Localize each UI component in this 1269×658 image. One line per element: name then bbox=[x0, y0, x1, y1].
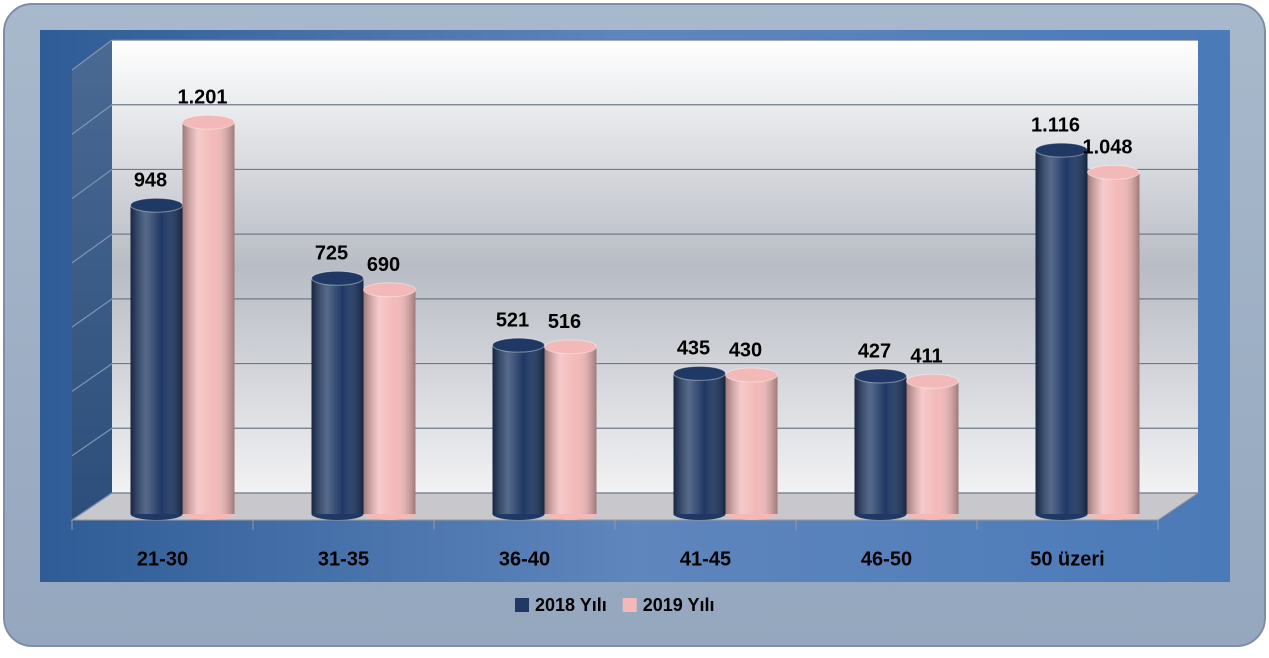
value-label: 427 bbox=[858, 340, 891, 362]
value-label: 516 bbox=[548, 311, 581, 333]
bar-cap bbox=[854, 368, 907, 384]
bar-shade bbox=[130, 205, 183, 515]
bar-cap bbox=[673, 365, 726, 381]
bar-shade bbox=[492, 345, 545, 514]
bar-cap bbox=[544, 339, 597, 355]
side-grid-line bbox=[71, 168, 113, 200]
value-label: 1.201 bbox=[177, 87, 227, 109]
value-label: 1.116 bbox=[1031, 114, 1080, 136]
bar-shade bbox=[906, 381, 959, 514]
bar-shade bbox=[854, 376, 907, 514]
side-grid-line bbox=[71, 492, 113, 521]
value-label: 521 bbox=[496, 309, 529, 331]
legend-label: 2019 Yılı bbox=[643, 595, 715, 615]
bar-cap bbox=[182, 114, 235, 130]
bar-shade bbox=[182, 122, 235, 515]
side-grid-line bbox=[71, 233, 113, 264]
bar-shade bbox=[673, 373, 726, 514]
bar-cap bbox=[130, 197, 183, 213]
side-grid-line bbox=[71, 104, 113, 135]
value-label: 430 bbox=[729, 339, 762, 361]
bar-shade bbox=[1087, 172, 1140, 515]
bar-shade bbox=[1035, 150, 1088, 514]
bar-cap bbox=[1035, 142, 1088, 158]
x-tick-label: 50 üzeri bbox=[1030, 548, 1104, 570]
value-label: 948 bbox=[134, 169, 167, 191]
bar-cap bbox=[492, 337, 545, 353]
x-tick-label: 31-35 bbox=[318, 548, 369, 570]
value-label: 435 bbox=[677, 338, 710, 360]
bar-shade bbox=[544, 346, 597, 514]
value-label: 725 bbox=[315, 243, 348, 265]
side-grid-line bbox=[71, 298, 113, 328]
legend-label: 2018 Yılı bbox=[535, 595, 607, 615]
side-wall bbox=[72, 40, 112, 520]
legend-swatch bbox=[622, 598, 637, 612]
side-grid-line bbox=[71, 39, 113, 71]
bar-cap bbox=[1087, 164, 1140, 180]
side-grid-line bbox=[71, 427, 113, 457]
bar-cap bbox=[363, 282, 416, 298]
bar-cap bbox=[311, 270, 364, 286]
bar-cap bbox=[906, 373, 959, 389]
value-label: 1.048 bbox=[1082, 137, 1132, 159]
bar-shade bbox=[311, 278, 364, 514]
legend-swatch bbox=[515, 598, 529, 612]
bar-cap bbox=[725, 367, 778, 383]
x-tick-label: 21-30 bbox=[137, 548, 188, 570]
value-label: 690 bbox=[367, 254, 400, 276]
value-label: 411 bbox=[910, 346, 942, 368]
x-tick-label: 36-40 bbox=[499, 548, 550, 570]
x-tick-label: 41-45 bbox=[680, 548, 731, 570]
floor bbox=[70, 492, 1200, 521]
back-wall bbox=[112, 40, 1198, 493]
bar-shade bbox=[725, 375, 778, 514]
bar-shade bbox=[363, 289, 416, 514]
side-grid-line bbox=[71, 363, 113, 392]
x-tick-label: 46-50 bbox=[861, 548, 912, 570]
